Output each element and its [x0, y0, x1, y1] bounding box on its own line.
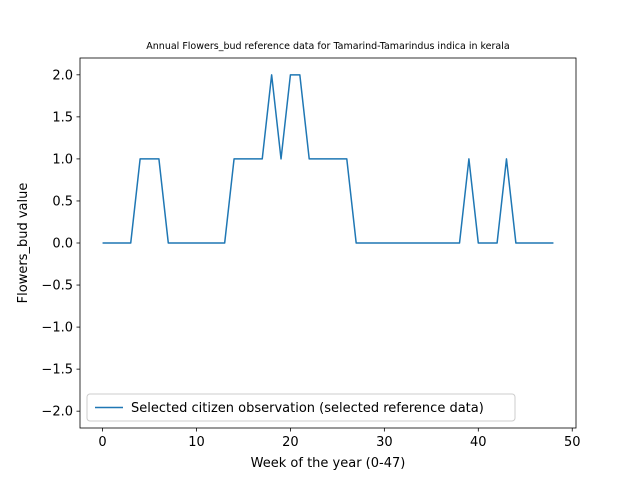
- x-tick-label: 50: [564, 435, 581, 450]
- y-tick-label: −1.5: [41, 363, 73, 378]
- y-tick-label: 1.0: [52, 152, 73, 167]
- y-axis-label: Flowers_bud value: [16, 183, 31, 304]
- y-tick-label: 0.0: [52, 237, 73, 252]
- legend-box: [86, 393, 516, 422]
- x-tick-label: 10: [188, 435, 205, 450]
- legend-label: Selected citizen observation (selected r…: [131, 401, 484, 416]
- y-tick-label: −2.0: [41, 405, 73, 420]
- y-tick-label: −0.5: [41, 279, 73, 294]
- plot-area: 0 10 20 30 40 50 −2.0 −1.5 −1.0 −0.5 0.0 0.5 1.0 1.5 2…: [41, 57, 581, 450]
- x-axis-label: Week of the year (0-47): [251, 456, 406, 471]
- y-tick-label: 2.0: [52, 68, 73, 83]
- y-tick-label: 0.5: [52, 194, 73, 209]
- y-tick-label: −1.0: [41, 321, 73, 336]
- x-tick-label: 40: [470, 435, 487, 450]
- y-tick-label: 1.5: [52, 110, 73, 125]
- x-tick-label: 0: [98, 435, 106, 450]
- x-tick-label: 20: [282, 435, 299, 450]
- chart-title: Annual Flowers_bud reference data for Ta…: [146, 41, 509, 52]
- series-line-0: [102, 74, 554, 244]
- x-tick-label: 30: [376, 435, 393, 450]
